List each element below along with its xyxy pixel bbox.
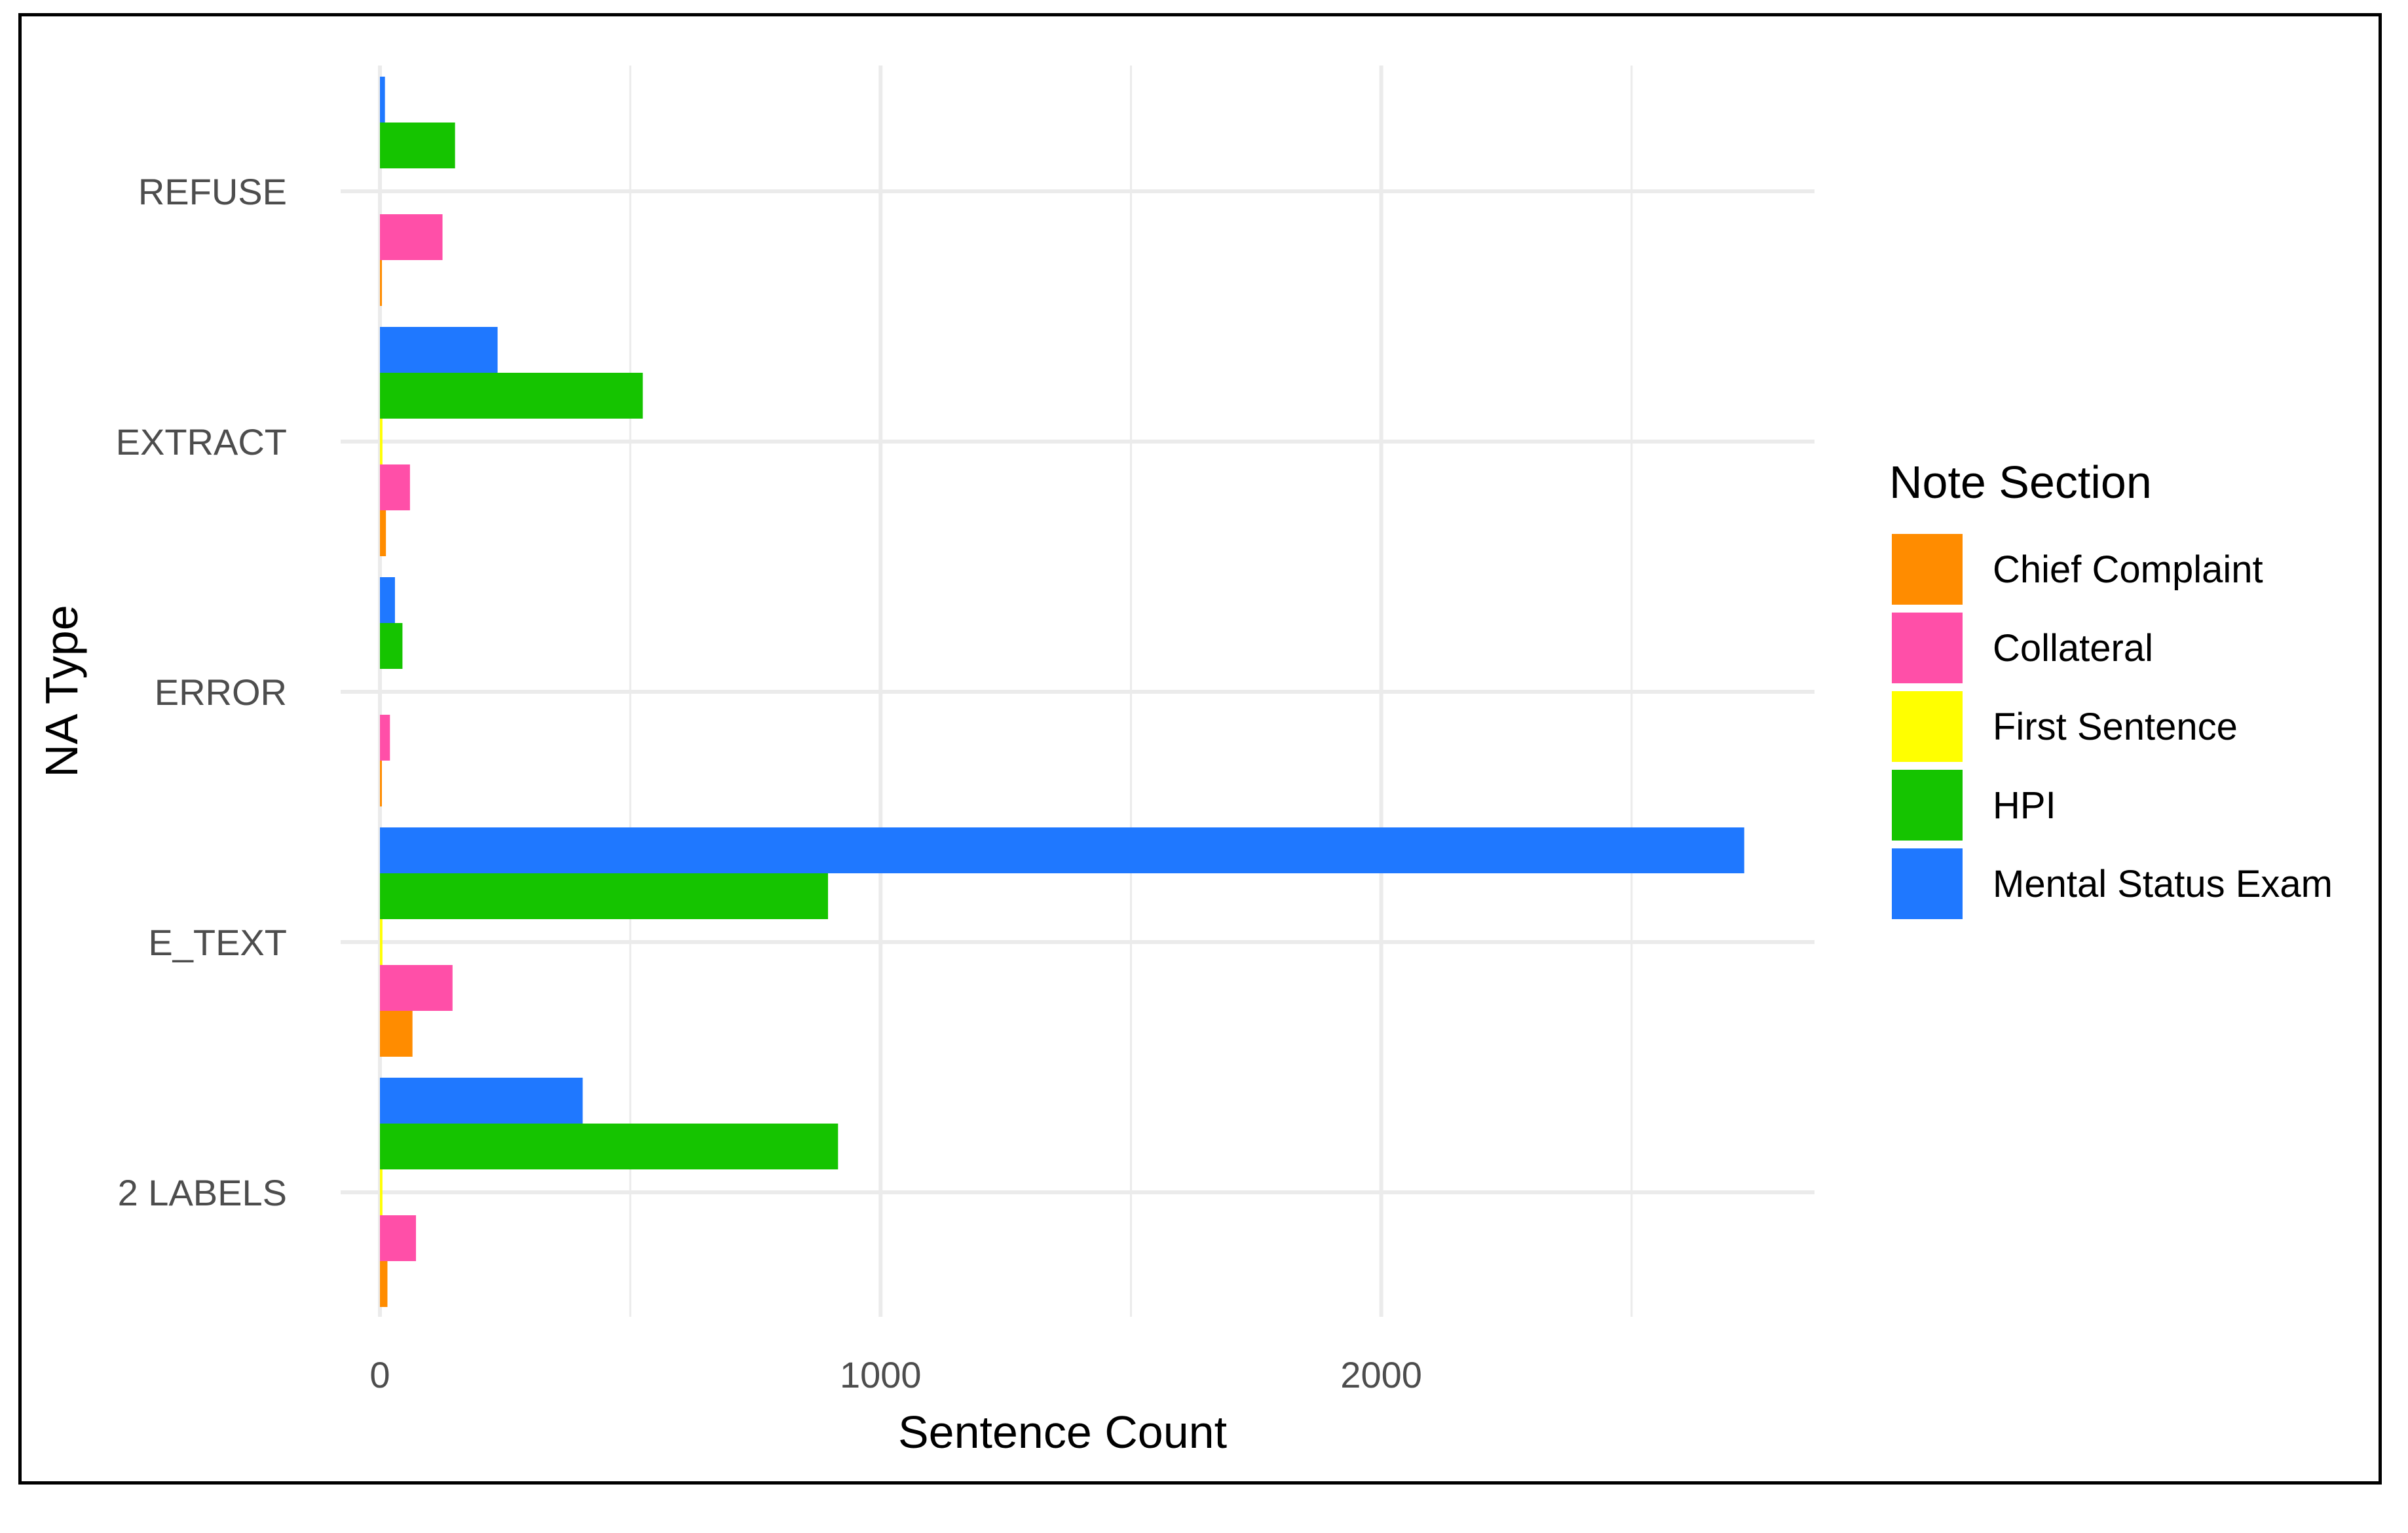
bar bbox=[380, 577, 395, 623]
y-tick-label: 2 LABELS bbox=[118, 1172, 287, 1213]
bar bbox=[380, 77, 385, 123]
x-tick-label: 0 bbox=[369, 1354, 390, 1395]
y-tick-label: E_TEXT bbox=[148, 922, 287, 963]
legend-label: Chief Complaint bbox=[1993, 548, 2263, 591]
x-tick-label: 1000 bbox=[840, 1354, 922, 1395]
legend-swatch bbox=[1892, 534, 1963, 605]
bar bbox=[380, 419, 383, 464]
bar bbox=[380, 919, 383, 965]
bar bbox=[380, 1261, 388, 1307]
legend-label: First Sentence bbox=[1993, 706, 2238, 748]
bar bbox=[380, 373, 643, 419]
y-tick-label: ERROR bbox=[155, 672, 287, 713]
bar bbox=[380, 1078, 583, 1124]
bar bbox=[380, 965, 453, 1011]
legend-swatch bbox=[1892, 691, 1963, 762]
bar bbox=[380, 623, 403, 669]
bar bbox=[380, 1169, 383, 1215]
y-tick-label: EXTRACT bbox=[116, 421, 287, 463]
bar bbox=[380, 214, 443, 260]
legend-label: HPI bbox=[1993, 784, 2056, 827]
legend-title: Note Section bbox=[1889, 457, 2152, 508]
bar bbox=[380, 827, 1744, 873]
y-tick-labels: REFUSE EXTRACT ERROR E_TEXT 2 LABELS bbox=[116, 171, 287, 1213]
bar bbox=[380, 873, 829, 919]
legend-swatch bbox=[1892, 770, 1963, 841]
legend-label: Mental Status Exam bbox=[1993, 863, 2333, 905]
x-tick-labels: 0 1000 2000 bbox=[369, 1354, 1421, 1395]
y-tick-label: REFUSE bbox=[138, 171, 287, 212]
bar bbox=[380, 715, 390, 761]
bar bbox=[380, 1124, 838, 1169]
legend-label: Collateral bbox=[1993, 627, 2153, 670]
bar bbox=[380, 260, 383, 306]
bar bbox=[380, 123, 455, 168]
x-tick-label: 2000 bbox=[1340, 1354, 1422, 1395]
bar bbox=[380, 327, 498, 373]
legend-swatch bbox=[1892, 613, 1963, 683]
x-axis-title: Sentence Count bbox=[898, 1407, 1227, 1458]
legend-swatch bbox=[1892, 848, 1963, 919]
bars bbox=[380, 77, 1744, 1307]
bar bbox=[380, 510, 386, 556]
legend: Note Section Chief Complaint Collateral Fi… bbox=[1889, 457, 2333, 919]
bar bbox=[380, 761, 382, 806]
bar bbox=[380, 1011, 413, 1057]
bar bbox=[380, 464, 410, 510]
bar bbox=[380, 1215, 417, 1261]
y-axis-title: NA Type bbox=[36, 605, 87, 777]
